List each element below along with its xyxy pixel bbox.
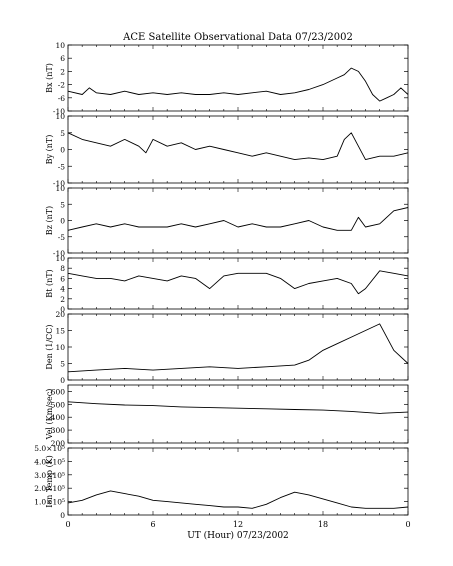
panel-frame-vel: [67, 384, 409, 444]
y-tick-label: 2.0×10⁵: [34, 484, 65, 493]
y-tick-label: 4.0×10⁵: [34, 457, 65, 466]
y-tick-label: 600: [51, 387, 66, 396]
y-tick-label: 3.0×10⁵: [34, 471, 65, 480]
y-tick-label: 0: [60, 305, 65, 314]
series-line-bx: [67, 67, 409, 102]
y-tick-label: 10: [55, 184, 65, 193]
y-tick-label: 0: [60, 376, 65, 385]
y-tick-label: 0: [60, 511, 65, 520]
y-tick-label: 2: [60, 67, 65, 76]
series-line-den: [67, 323, 409, 373]
y-tick-label: 10: [55, 112, 65, 121]
panel-frame-bx: [67, 44, 409, 112]
y-tick-label: 1.0×10⁵: [34, 498, 65, 507]
y-tick-label: 6: [60, 274, 65, 283]
y-tick-label: 5: [60, 129, 65, 138]
y-tick-label: 300: [51, 426, 66, 435]
y-axis-label-bx: Bx (nT): [45, 63, 54, 93]
y-tick-label: -5: [58, 233, 66, 242]
series-line-bz: [67, 207, 409, 231]
y-tick-label: -6: [58, 94, 66, 103]
y-tick-label: 10: [55, 343, 65, 352]
y-axis-label-bz: Bz (nT): [45, 206, 54, 235]
y-tick-label: 0: [60, 146, 65, 155]
panel-by: -10 -5 0 5 10 By (nT): [45, 112, 409, 188]
series-line-bt: [67, 270, 409, 295]
y-axis-label-temp: Ion Temp (K): [45, 455, 54, 508]
y-axis-label-den: Den (1/CC): [45, 324, 54, 369]
panel-frame-by: [67, 115, 409, 184]
y-tick-label: 10: [55, 41, 65, 50]
y-axis-label-vel: Vel (Km/sec): [45, 389, 54, 441]
y-axis-label-by: By (nT): [45, 135, 54, 165]
panels-group: -10 -6 -2 2 6 10 Bx (nT) -10 -5 0 5 10 By (nT) -10 -5 0…: [34, 41, 410, 529]
y-tick-label: 400: [51, 413, 66, 422]
y-tick-label: -2: [58, 81, 66, 90]
series-line-by: [67, 132, 409, 161]
x-tick-label: 6: [150, 520, 155, 529]
chart-title: ACE Satellite Observational Data 07/23/2…: [122, 32, 353, 43]
series-line-vel: [67, 401, 409, 414]
y-tick-label: 5: [60, 360, 65, 369]
y-tick-label: 0: [60, 217, 65, 226]
y-tick-label: -10: [53, 249, 65, 258]
y-axis-label-bt: Bt (nT): [45, 269, 54, 297]
x-tick-label: 0: [405, 520, 410, 529]
panel-frame-den: [67, 313, 409, 381]
y-tick-label: 5: [60, 200, 65, 209]
y-tick-label: 8: [60, 264, 65, 273]
x-tick-label: 0: [65, 520, 70, 529]
y-tick-label: 20: [55, 310, 65, 319]
series-line-temp: [67, 490, 409, 509]
y-tick-label: -10: [53, 179, 65, 188]
y-tick-label: -10: [53, 107, 65, 116]
panel-frame-temp: [67, 447, 409, 516]
y-tick-label: 5.0×10⁵: [34, 444, 65, 453]
x-axis-label: UT (Hour) 07/23/2002: [187, 530, 289, 541]
panel-frame-bt: [67, 257, 409, 310]
y-tick-label: 6: [60, 54, 65, 63]
panel-bx: -10 -6 -2 2 6 10 Bx (nT): [45, 41, 409, 116]
y-tick-label: 200: [51, 439, 66, 448]
y-tick-label: 2: [60, 295, 65, 304]
panel-bz: -10 -5 0 5 10 Bz (nT): [45, 184, 409, 258]
x-tick-label: 12: [233, 520, 243, 529]
y-tick-label: 15: [55, 327, 65, 336]
x-tick-label: 18: [318, 520, 328, 529]
y-tick-label: 4: [60, 285, 65, 294]
y-tick-label: -5: [58, 162, 66, 171]
y-tick-label: 10: [55, 254, 65, 263]
y-tick-label: 500: [51, 400, 66, 409]
panel-temp: 0 1.0×10⁵ 2.0×10⁵ 3.0×10⁵ 4.0×10⁵ 5.0×10⁵ Ion …: [34, 444, 409, 520]
